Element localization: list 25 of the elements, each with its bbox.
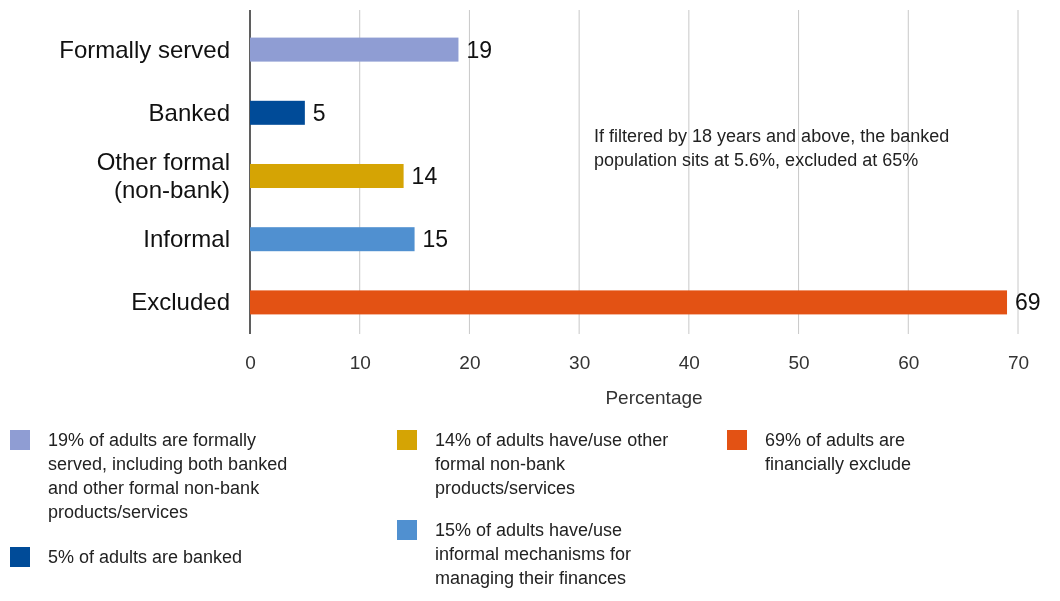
y-tick-label: Other formal (non-bank): [96, 148, 230, 203]
legend-label: 5% of adults are banked: [48, 546, 243, 569]
x-tick-label: 30: [569, 352, 591, 374]
data-label: 14: [411, 163, 438, 189]
x-tick-label: 10: [349, 352, 371, 374]
x-tick-label: 20: [459, 352, 481, 374]
x-tick-label: 50: [788, 352, 810, 374]
x-tick-label: 70: [1007, 352, 1030, 374]
data-label: 69: [1015, 289, 1041, 316]
y-tick-label: Banked: [148, 98, 230, 126]
annotation: If filtered by 18 years and above, the banked population sits at 5.6%, excluded at 65%: [594, 125, 951, 172]
y-tick-label: Excluded: [131, 288, 230, 316]
x-axis-title: Percentage: [605, 387, 703, 408]
legend-label: 19% of adults are formally served, including both banked and other formal non-bank products/services: [48, 429, 289, 524]
data-label: 15: [422, 226, 449, 253]
x-tick-label: 0: [245, 352, 256, 374]
data-label: 19: [466, 36, 493, 63]
x-tick-label: 40: [678, 352, 700, 374]
y-tick-label: Informal: [143, 225, 230, 253]
data-label: 5: [312, 99, 326, 126]
legend-label: 14% of adults have/use other formal non-bank products/services: [435, 429, 670, 500]
x-tick-label: 60: [898, 352, 920, 374]
legend-label: 15% of adults have/use informal mechanisms for managing their finances: [435, 519, 633, 590]
legend-label: 69% of adults are financially exclude: [765, 429, 913, 476]
y-tick-label: Formally served: [59, 35, 230, 63]
